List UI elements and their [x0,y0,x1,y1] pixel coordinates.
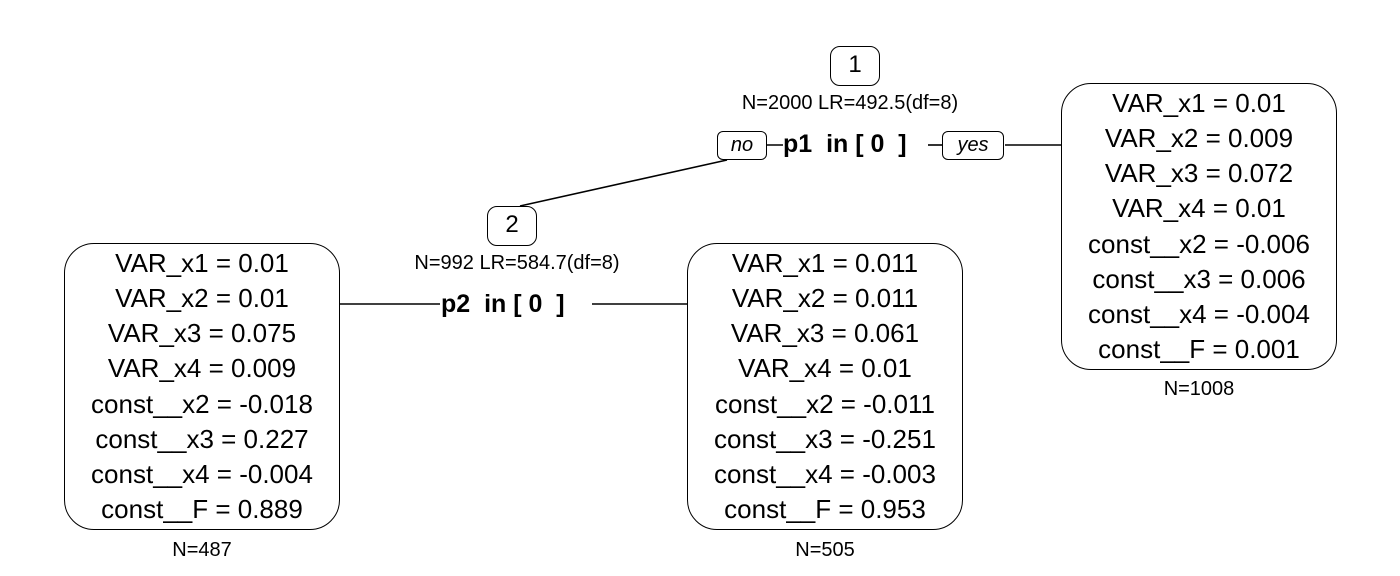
node-2-id-box: 2 [487,206,537,246]
leaf-3-line: const__x4 = -0.004 [1088,298,1310,329]
leaf-node-1: VAR_x1 = 0.01 VAR_x2 = 0.01 VAR_x3 = 0.0… [64,243,340,530]
leaf-1-line: VAR_x4 = 0.009 [107,353,297,384]
leaf-2-line: VAR_x3 = 0.061 [730,318,920,349]
node-1-yes-label: yes [942,131,1004,160]
leaf-1-line: const__x3 = 0.227 [95,423,309,454]
leaf-2-line: VAR_x1 = 0.011 [731,247,919,278]
node-2-stats: N=992 LR=584.7(df=8) [414,252,620,274]
leaf-1-line: VAR_x1 = 0.01 [115,247,289,278]
leaf-1-line: const__x2 = -0.018 [91,388,313,419]
leaf-2-line: const__F = 0.953 [724,494,926,525]
leaf-3-line: const__F = 0.001 [1098,334,1300,365]
leaf-3-line: const__x2 = -0.006 [1088,228,1310,259]
leaf-2-line: VAR_x2 = 0.011 [731,282,919,313]
leaf-1-line: const__F = 0.889 [101,494,303,525]
leaf-1-line: VAR_x3 = 0.075 [107,318,297,349]
leaf-node-2: VAR_x1 = 0.011 VAR_x2 = 0.011 VAR_x3 = 0… [687,243,963,530]
leaf-2-count: N=505 [795,539,855,561]
leaf-3-line: const__x3 = 0.006 [1092,263,1306,294]
leaf-2-line: const__x4 = -0.003 [714,458,936,489]
edge-node1-no [519,159,728,207]
node-1-stats: N=2000 LR=492.5(df=8) [741,92,959,114]
leaf-3-count: N=1008 [1163,378,1235,400]
leaf-node-3: VAR_x1 = 0.01 VAR_x2 = 0.009 VAR_x3 = 0.… [1061,83,1337,370]
leaf-3-line: VAR_x2 = 0.009 [1104,122,1294,153]
leaf-3-line: VAR_x4 = 0.01 [1112,193,1286,224]
leaf-3-line: VAR_x3 = 0.072 [1104,158,1294,189]
leaf-2-line: const__x3 = -0.251 [714,423,936,454]
node-1-no-label: no [717,131,767,160]
leaf-1-count: N=487 [172,539,232,561]
leaf-3-line: VAR_x1 = 0.01 [1112,87,1286,118]
leaf-1-line: const__x4 = -0.004 [91,458,313,489]
leaf-2-line: VAR_x4 = 0.01 [738,353,912,384]
node-2-split-rule: p2 in [ 0 ] [441,289,565,319]
node-1-id-box: 1 [830,46,880,86]
leaf-2-line: const__x2 = -0.011 [715,388,935,419]
leaf-1-line: VAR_x2 = 0.01 [115,282,289,313]
node-1-split-rule: p1 in [ 0 ] [783,129,907,159]
